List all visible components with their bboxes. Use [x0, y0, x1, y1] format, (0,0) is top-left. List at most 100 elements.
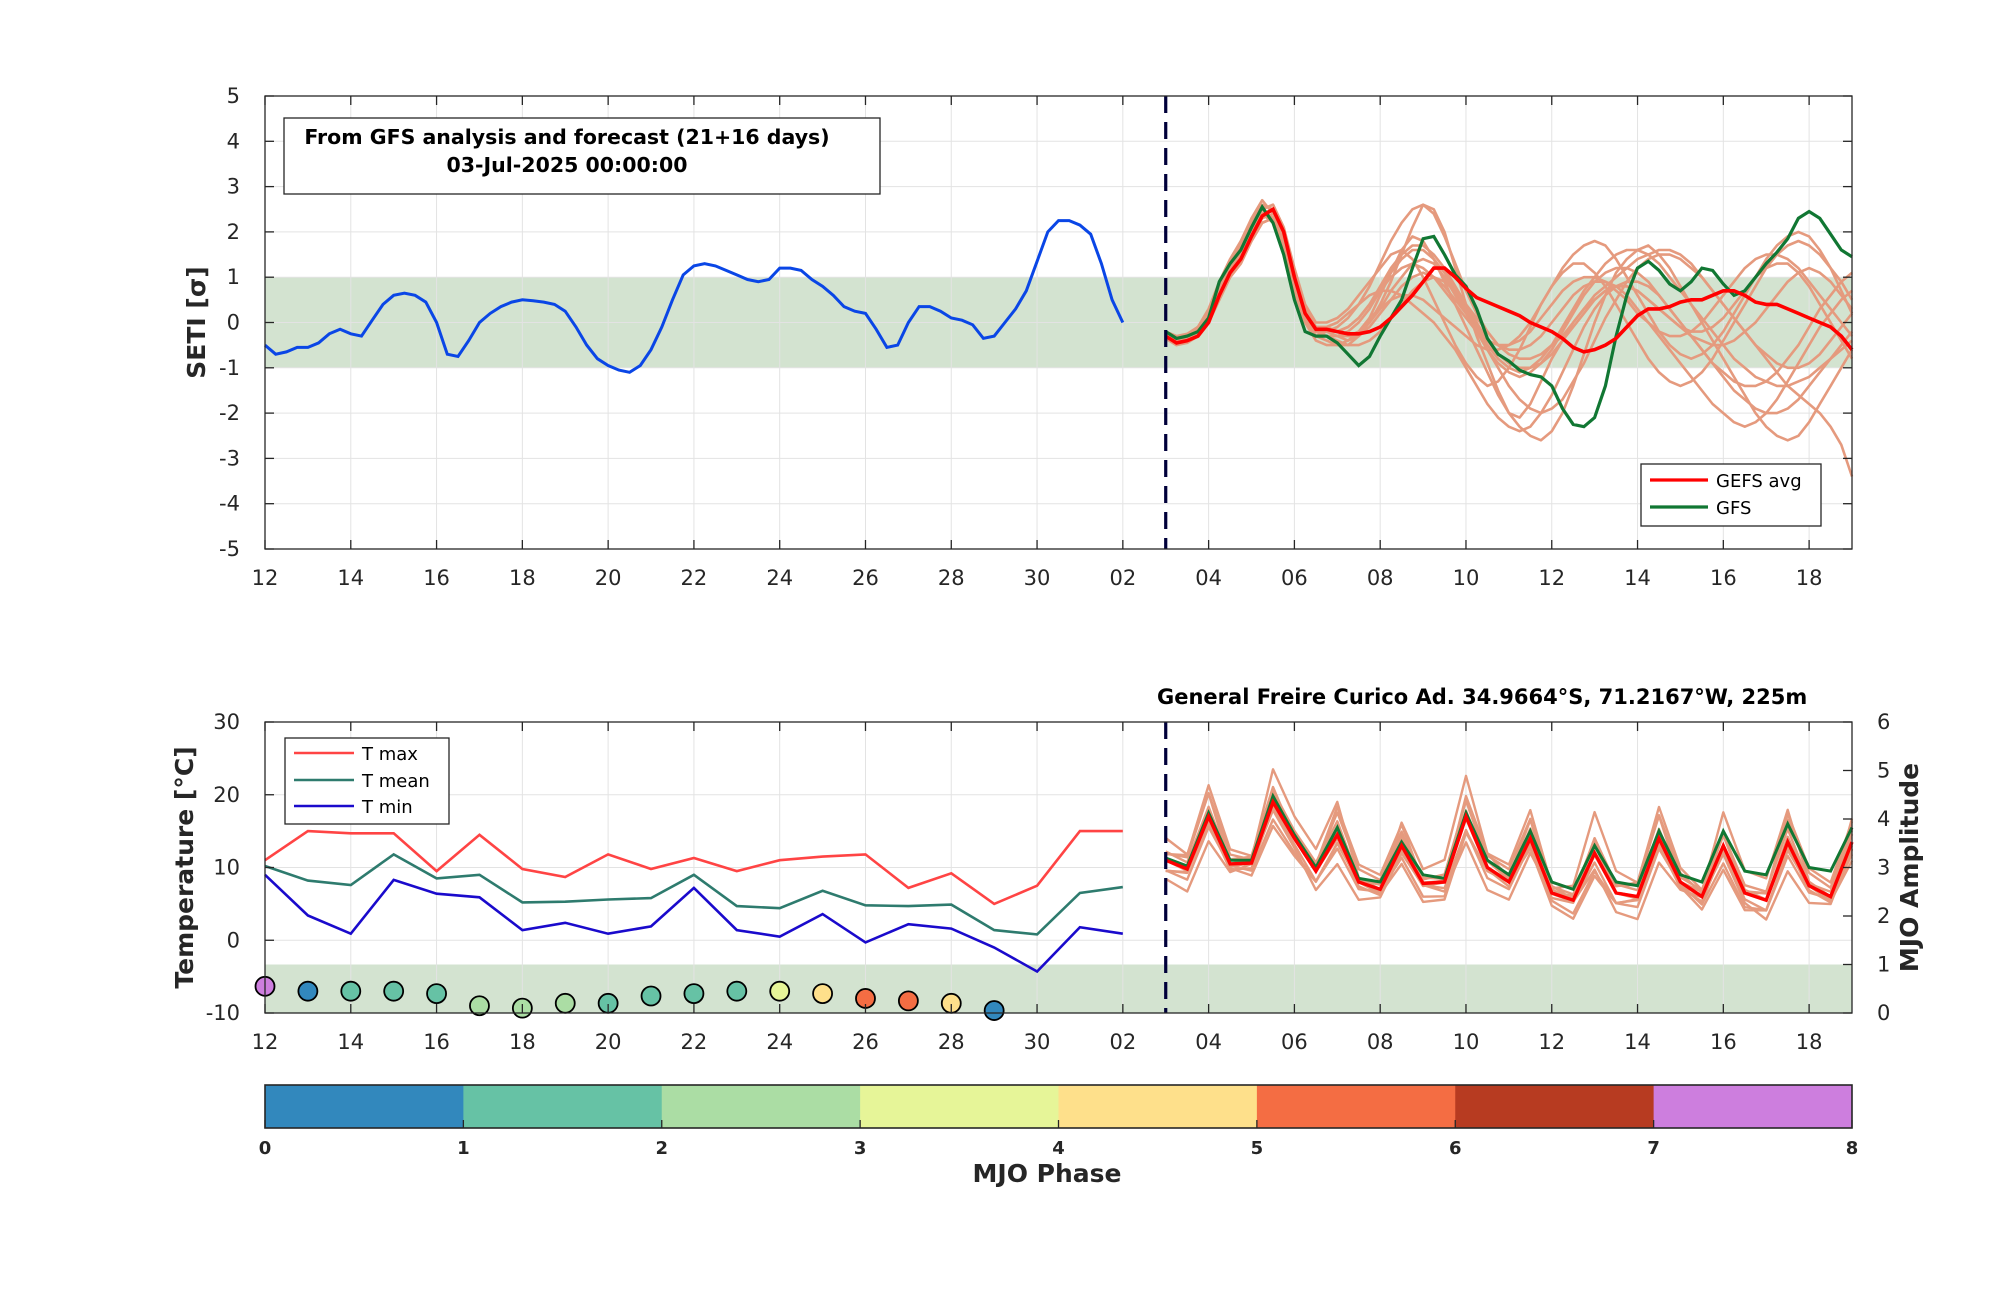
legend-tmean-label: T mean	[361, 771, 430, 792]
mjo-point	[426, 983, 447, 1004]
seti-legend: GEFS avg GFS	[1640, 463, 1822, 527]
colorbar-tick-label: 7	[1647, 1138, 1660, 1159]
y2-tick-label: 4	[1877, 807, 1890, 831]
temperature-panel: 12 14 16 18 20 22 24 26 28 30 02 04 06 08 10 12 14 16 18-1…	[170, 685, 1924, 1054]
info-line-1: From GFS analysis and forecast (21+16 da…	[304, 125, 829, 149]
x-tick-label: 24	[766, 1030, 793, 1054]
colorbar-tick-label: 0	[259, 1138, 272, 1159]
mjo-point	[897, 990, 919, 1012]
gefs-avg-line	[1164, 206, 1854, 354]
seti-legend-frame	[1640, 463, 1822, 527]
forecast-ensemble-line	[1165, 809, 1854, 921]
colorbar-segment	[265, 1085, 464, 1128]
colorbar-segment	[1653, 1085, 1853, 1128]
y2-tick-label: 0	[1877, 1001, 1890, 1025]
x-tick-label: 18	[509, 566, 536, 590]
mjo-band	[265, 964, 1852, 1013]
colorbar-tick-label: 3	[854, 1138, 867, 1159]
y2-tick-label: 6	[1877, 710, 1890, 734]
mjo-point	[469, 995, 490, 1017]
y2-tick-label: 3	[1877, 856, 1890, 880]
y-tick-label: 0	[227, 928, 240, 952]
y-tick-label: 20	[213, 783, 240, 807]
colorbar-segment	[860, 1085, 1059, 1128]
y-tick-label: -1	[219, 356, 240, 380]
x-tick-label: 12	[252, 566, 279, 590]
forecast-gefs-line	[1165, 797, 1854, 903]
y-tick-label: 30	[213, 710, 240, 734]
x-tick-label: 12	[252, 1030, 279, 1054]
x-tick-label: 30	[1024, 1030, 1051, 1054]
y-tick-label: 2	[227, 220, 240, 244]
colorbar-tick-label: 4	[1052, 1138, 1065, 1159]
temperature-ticks: 12 14 16 18 20 22 24 26 28 30 02 04 06 08 10 12 14 16 18-1…	[206, 710, 1891, 1054]
x-tick-label: 18	[1796, 566, 1823, 590]
y-tick-label: -3	[219, 446, 240, 470]
seti-y-label: SETI [σ]	[182, 266, 211, 378]
y-tick-label: -5	[219, 537, 240, 561]
mjo-point	[554, 992, 576, 1014]
legend-tmax-label: T max	[361, 744, 418, 765]
x-tick-label: 06	[1281, 566, 1308, 590]
x-tick-label: 30	[1024, 566, 1051, 590]
legend-gfs-label: GFS	[1716, 498, 1751, 519]
temperature-y-label: Temperature [°C]	[170, 746, 199, 988]
mjo-point	[983, 1000, 1005, 1021]
colorbar-segment	[463, 1085, 663, 1128]
mjo-point	[383, 980, 405, 1002]
colorbar-segment	[1058, 1085, 1258, 1128]
x-tick-label: 26	[852, 1030, 879, 1054]
y-tick-label: -2	[219, 401, 240, 425]
x-tick-label: 18	[509, 1030, 536, 1054]
y-tick-label: -10	[206, 1001, 240, 1025]
colorbar-segment	[1455, 1085, 1655, 1128]
y-tick-label: 4	[227, 129, 240, 153]
x-tick-label: 14	[1624, 1030, 1651, 1054]
info-line-2: 03-Jul-2025 00:00:00	[447, 153, 688, 177]
mjo-point	[812, 983, 833, 1004]
y-tick-label: 0	[227, 311, 240, 335]
y2-tick-label: 1	[1877, 953, 1890, 977]
x-tick-label: 16	[1710, 1030, 1737, 1054]
y-tick-label: -4	[219, 492, 240, 516]
mjo-colorbar: 0 1 2 3 4 5 6 7 8	[259, 1084, 1859, 1159]
x-tick-label: 24	[766, 566, 793, 590]
x-tick-label: 20	[595, 1030, 622, 1054]
temperature-legend: T max T mean T min	[284, 737, 450, 825]
x-tick-label: 10	[1453, 566, 1480, 590]
tmin-line	[264, 873, 1123, 974]
mjo-amplitude-label: MJO Amplitude	[1895, 763, 1924, 972]
y-tick-label: 3	[227, 175, 240, 199]
tmax-line	[264, 829, 1123, 906]
x-tick-label: 22	[681, 1030, 708, 1054]
x-tick-label: 28	[938, 1030, 965, 1054]
x-tick-label: 18	[1796, 1030, 1823, 1054]
info-box-frame	[283, 117, 881, 195]
analysis-line	[264, 219, 1125, 374]
ensemble-members	[1165, 198, 1854, 477]
seti-ticks: 12 14 16 18 20 22 24 26 28 30 02 04 06 08 10 12 14 16 18-5…	[219, 84, 1852, 590]
mjo-point	[297, 980, 319, 1002]
legend-gefs-label: GEFS avg	[1716, 471, 1802, 492]
tmean-line	[264, 852, 1123, 936]
x-tick-label: 08	[1367, 566, 1394, 590]
colorbar-segment	[661, 1085, 861, 1128]
x-tick-label: 22	[681, 566, 708, 590]
mjo-point	[726, 980, 748, 1002]
x-tick-label: 16	[1710, 566, 1737, 590]
ensemble-member-line	[1165, 203, 1854, 347]
colorbar-tick-label: 1	[457, 1138, 470, 1159]
x-tick-label: 12	[1538, 566, 1565, 590]
x-tick-label: 14	[1624, 566, 1651, 590]
x-tick-label: 14	[337, 1030, 364, 1054]
x-tick-label: 02	[1109, 566, 1136, 590]
x-tick-label: 08	[1367, 1030, 1394, 1054]
mjo-point	[683, 983, 705, 1004]
colorbar-tick-label: 5	[1251, 1138, 1264, 1159]
colorbar-tick-label: 8	[1846, 1138, 1859, 1159]
x-tick-label: 04	[1195, 1030, 1222, 1054]
colorbar-tick-label: 2	[655, 1138, 668, 1159]
colorbar-tick-label: 6	[1449, 1138, 1462, 1159]
y2-tick-label: 5	[1877, 759, 1890, 783]
station-title: General Freire Curico Ad. 34.9664°S, 71.…	[1157, 685, 1807, 709]
